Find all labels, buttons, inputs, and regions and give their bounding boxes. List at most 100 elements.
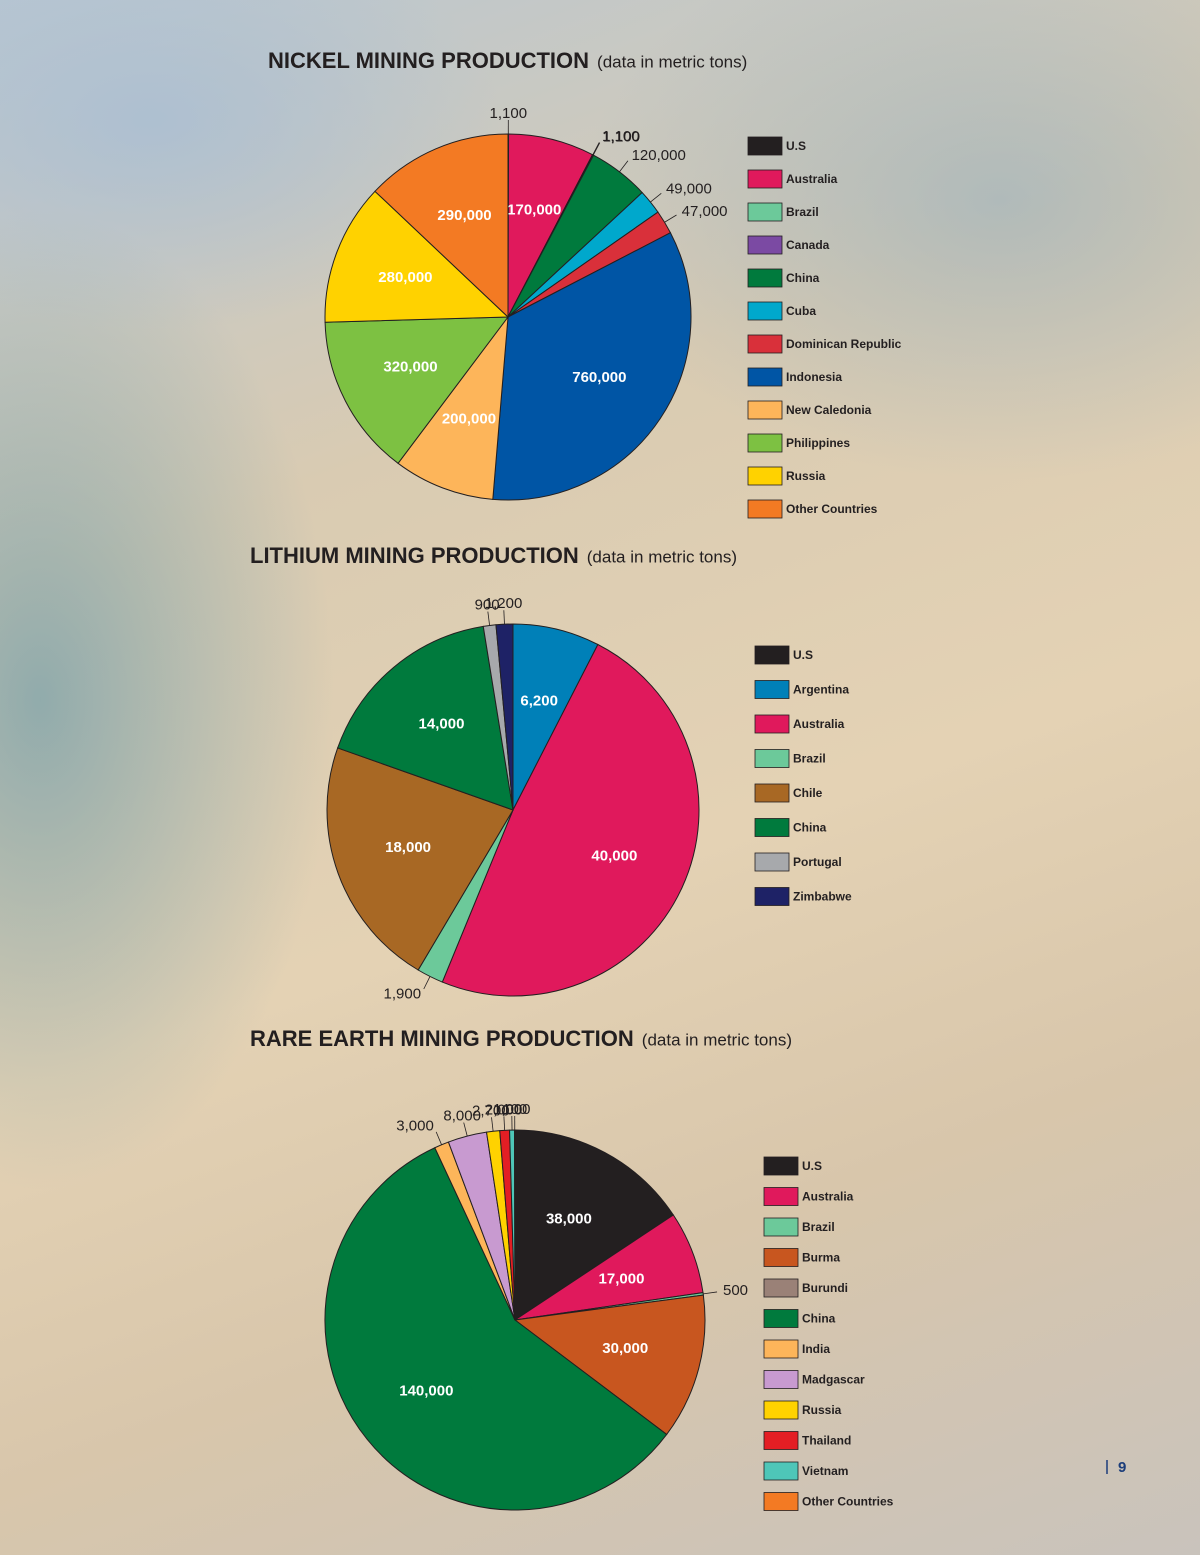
value-label: 3,000 [396, 1117, 434, 1134]
legend-label: Brazil [786, 205, 819, 219]
value-label: 500 [723, 1282, 748, 1299]
legend-swatch [754, 680, 790, 699]
legend-label: Brazil [802, 1220, 835, 1234]
value-label: 30,000 [602, 1340, 648, 1357]
legend-swatch [747, 499, 783, 519]
value-label: 200,000 [442, 411, 496, 428]
chart-title: LITHIUM MINING PRODUCTION [250, 543, 579, 568]
leader-line [503, 610, 505, 625]
legend-label: Burundi [802, 1281, 848, 1295]
pie-slice [513, 1294, 706, 1436]
legend-label: Other Countries [802, 1495, 894, 1509]
legend-label: Thailand [802, 1434, 851, 1448]
legend-label: U.S [793, 648, 813, 662]
legend-swatch [763, 1461, 799, 1481]
leader-line [491, 1117, 494, 1132]
value-label: 900 [475, 597, 500, 614]
value-label: 40,000 [591, 848, 637, 865]
legend-label: Philippines [786, 436, 850, 450]
leader-line [592, 142, 600, 156]
leader-line [435, 1131, 442, 1145]
value-label: 100 [502, 1101, 527, 1118]
legend-swatch [747, 136, 783, 156]
legend-label: Russia [802, 1403, 842, 1417]
legend-swatch [747, 334, 783, 354]
legend-label: Canada [786, 238, 830, 252]
legend-label: Argentina [793, 683, 849, 697]
legend-label: U.S [786, 139, 806, 153]
pie-slice [397, 315, 509, 500]
chart-subtitle: (data in metric tons) [597, 52, 747, 71]
value-label: 17,000 [599, 1270, 645, 1287]
leader-line [503, 1116, 506, 1131]
legend-swatch [747, 433, 783, 453]
legend-label: New Caledonia [786, 403, 872, 417]
leader-line [703, 1291, 718, 1295]
legend-swatch [763, 1492, 799, 1511]
legend-label: Brazil [793, 752, 826, 766]
pie-slice [492, 232, 692, 501]
legend-label: Australia [786, 172, 838, 186]
leader-line [487, 611, 491, 626]
legend-swatch [763, 1187, 799, 1206]
value-label: 6,200 [520, 692, 558, 709]
pie-slice [324, 1147, 668, 1511]
value-label: 280,000 [378, 269, 432, 286]
legend-label: Burma [802, 1251, 840, 1265]
legend-label: China [802, 1312, 836, 1326]
legend-swatch [763, 1217, 799, 1237]
legend-label: Indonesia [786, 370, 842, 384]
leader-line [592, 142, 601, 156]
value-label: 320,000 [383, 358, 437, 375]
value-label: 290,000 [437, 207, 491, 224]
legend-label: Australia [793, 717, 845, 731]
value-label: 1,000 [493, 1101, 531, 1118]
legend-swatch [754, 887, 790, 906]
legend-swatch [763, 1400, 799, 1420]
legend-swatch [763, 1431, 799, 1450]
legend-label: U.S [802, 1159, 822, 1173]
value-label: 170,000 [507, 201, 561, 218]
legend-swatch [763, 1156, 799, 1176]
legend-label: Chile [793, 786, 823, 800]
legend-swatch [747, 268, 783, 288]
legend-label: Vietnam [802, 1464, 848, 1478]
legend-label: Cuba [786, 304, 816, 318]
value-label: 1,200 [485, 595, 523, 612]
legend-swatch [747, 202, 783, 222]
pie-slice [514, 1129, 675, 1321]
legend-swatch [763, 1339, 799, 1359]
leader-line [463, 1122, 468, 1137]
chart-title: NICKEL MINING PRODUCTION [268, 48, 589, 73]
value-label: 2,700 [472, 1102, 510, 1119]
legend-label: Russia [786, 469, 826, 483]
legend-swatch [747, 169, 783, 189]
legend-label: China [793, 821, 827, 835]
pie-slice [441, 643, 700, 997]
value-label: 14,000 [419, 715, 465, 732]
legend-label: China [786, 271, 820, 285]
legend-label: Other Countries [786, 502, 878, 516]
value-label: 47,000 [682, 203, 728, 220]
pie-slice [324, 316, 510, 465]
chart-subtitle: (data in metric tons) [587, 547, 737, 566]
legend-swatch [754, 852, 790, 872]
legend-swatch [763, 1248, 799, 1267]
legend-swatch [754, 749, 790, 768]
legend-label: Dominican Republic [786, 337, 902, 351]
value-label: 18,000 [385, 839, 431, 856]
legend-swatch [747, 367, 783, 387]
legend-swatch [754, 645, 790, 665]
legend-swatch [754, 783, 790, 803]
chart-subtitle: (data in metric tons) [642, 1030, 792, 1049]
value-label: 760,000 [572, 369, 626, 386]
legend-swatch [747, 235, 783, 255]
value-label: 1,100 [603, 128, 641, 145]
value-label: 49,000 [666, 180, 712, 197]
pie-slice [326, 747, 514, 971]
leader-line [650, 192, 662, 203]
value-label: 140,000 [399, 1383, 453, 1400]
value-label: 38,000 [546, 1211, 592, 1228]
